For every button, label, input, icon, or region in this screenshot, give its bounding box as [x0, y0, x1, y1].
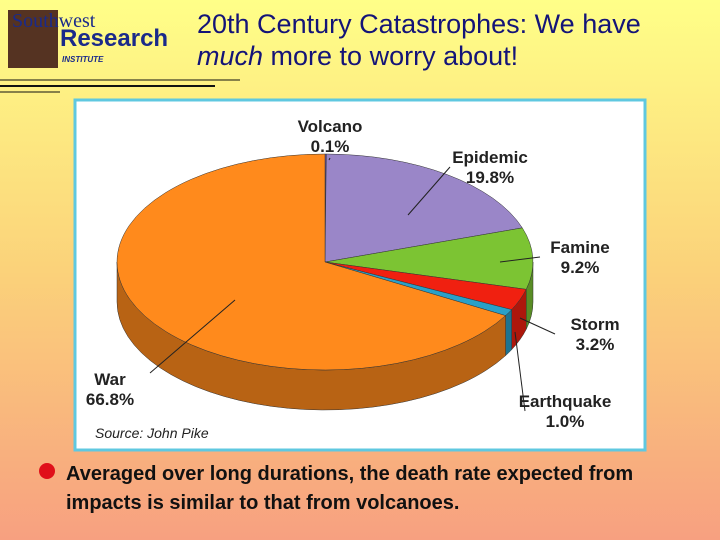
slice [116, 153, 507, 371]
value-label: 19.8% [466, 168, 514, 187]
slice-label: Epidemic [452, 148, 528, 167]
leader-line [407, 166, 451, 216]
bullet-text: Averaged over long durations, the death … [66, 463, 634, 514]
value-label: 0.1% [311, 137, 350, 156]
source: Source: John Pike [95, 425, 209, 441]
value-label: 66.8% [86, 390, 134, 409]
value-label: 9.2% [561, 258, 600, 277]
leader-line [149, 299, 236, 374]
logo-line1: Southwest [12, 10, 96, 32]
title-text: 20th Century Catastrophes: We have [197, 9, 641, 39]
slice [324, 153, 523, 263]
logo-lines [0, 79, 240, 93]
leader-line [499, 256, 541, 263]
leader-line [519, 317, 556, 335]
slice-label: Storm [570, 315, 619, 334]
slice-side [505, 308, 512, 357]
value-label: 1.0% [546, 412, 585, 431]
slice-label: War [94, 370, 126, 389]
title-text: more to worry about! [263, 41, 519, 71]
logo-image [8, 10, 58, 68]
slice-label: Volcano [298, 117, 363, 136]
leader-line [328, 157, 331, 161]
title-emphasis: much [197, 41, 264, 71]
logo-line3: INSTITUTE [62, 55, 104, 64]
title: 20th Century Catastrophes: We have much … [197, 8, 707, 72]
slice-label: Earthquake [519, 392, 612, 411]
slice [324, 227, 534, 290]
slice-label: Famine [550, 238, 610, 257]
bullet-dot [39, 463, 55, 479]
value-label: 3.2% [576, 335, 615, 354]
logo-line2: Research [60, 25, 168, 52]
leader-line [514, 331, 526, 412]
